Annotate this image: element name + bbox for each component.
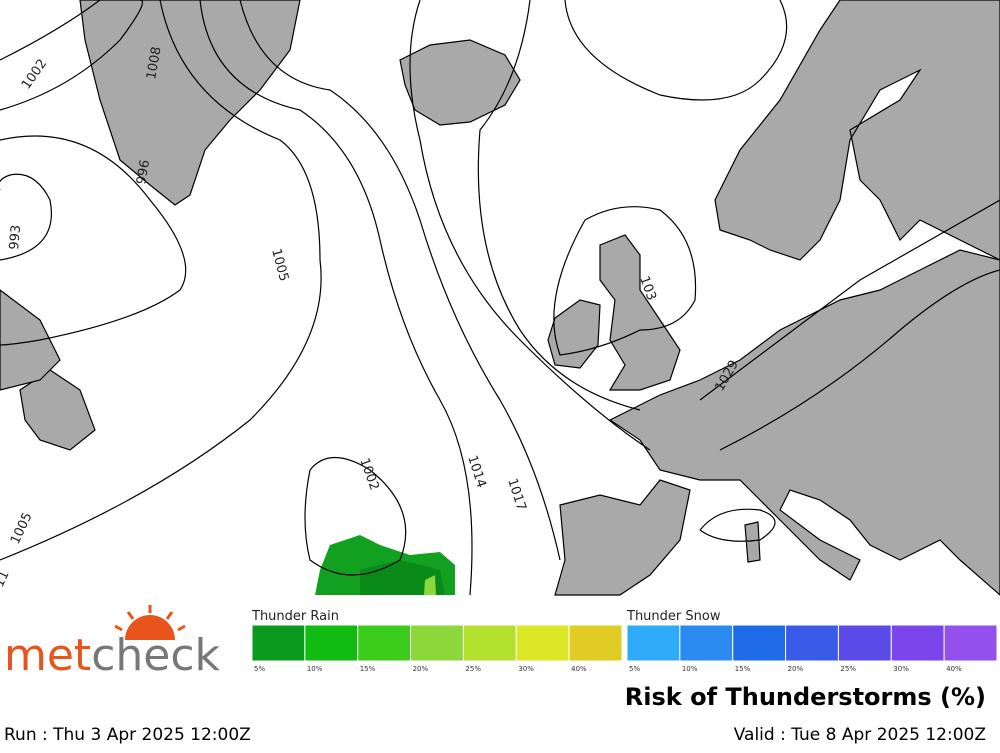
legend-step-label: 15% bbox=[735, 665, 751, 673]
newfoundland bbox=[19, 369, 96, 451]
isobar bbox=[0, 0, 322, 561]
legend-step-label: 5% bbox=[629, 665, 640, 673]
legend-step-label: 5% bbox=[254, 665, 265, 673]
legend-step-label: 15% bbox=[360, 665, 376, 673]
isobar bbox=[239, 0, 561, 561]
legend-step-label: 20% bbox=[788, 665, 804, 673]
scandinavia bbox=[714, 0, 1000, 261]
legend-swatch bbox=[357, 624, 412, 662]
isobar-label: 996 bbox=[134, 159, 153, 186]
isobar bbox=[553, 206, 697, 356]
legend-step-label: 30% bbox=[518, 665, 534, 673]
legend-swatch bbox=[679, 624, 734, 662]
isobar bbox=[564, 0, 788, 101]
ireland bbox=[547, 299, 601, 369]
legend-swatch bbox=[410, 624, 464, 662]
legend-swatch bbox=[251, 624, 306, 662]
logo-met: met bbox=[4, 630, 91, 681]
isobar bbox=[0, 135, 187, 346]
isobar bbox=[199, 0, 473, 596]
legend-step-label: 30% bbox=[893, 665, 909, 673]
iberia bbox=[554, 479, 691, 596]
legend-step-label: 10% bbox=[682, 665, 698, 673]
greenland bbox=[79, 0, 301, 206]
isobar bbox=[0, 0, 101, 61]
isobar bbox=[699, 199, 1000, 401]
europe bbox=[608, 249, 1000, 596]
legend-step-label: 40% bbox=[946, 665, 962, 673]
map: 1002 1008 996 993 1005 1002 1014 1017 10… bbox=[0, 0, 1000, 596]
legend-step-label: 40% bbox=[571, 665, 587, 673]
legend-step-label: 10% bbox=[307, 665, 323, 673]
britain bbox=[599, 234, 681, 391]
isobar bbox=[719, 269, 1000, 451]
legend-scales: 5% 10% 15% 20% 25% 30% 40% 5% 10% 15% 20% 25% 30% 40% bbox=[251, 624, 998, 673]
legend-swatch bbox=[785, 624, 839, 662]
valid-time: Valid : Tue 8 Apr 2025 12:00Z bbox=[734, 725, 986, 745]
legend-swatch bbox=[462, 624, 517, 662]
legend-step-label: 20% bbox=[413, 665, 429, 673]
isobar-label: 1008 bbox=[144, 45, 165, 80]
logo-rays bbox=[114, 605, 186, 632]
isobar bbox=[477, 0, 641, 411]
logo-check: check bbox=[91, 630, 220, 681]
legend-swatch bbox=[626, 624, 681, 662]
legend-step-label: 25% bbox=[465, 665, 481, 673]
italy-islands bbox=[744, 521, 761, 563]
legend-swatch bbox=[568, 624, 623, 662]
isobar-label: 993 bbox=[7, 224, 24, 250]
logo-sun bbox=[125, 615, 175, 640]
isobar bbox=[0, 0, 144, 111]
legend-swatch bbox=[943, 624, 998, 662]
legend-snow-title: Thunder Snow bbox=[626, 609, 721, 624]
thunder-rain-light bbox=[424, 575, 436, 595]
isobar bbox=[0, 173, 52, 261]
logo-text: metcheck bbox=[4, 630, 221, 681]
legend-title: Risk of Thunderstorms (%) bbox=[625, 683, 986, 711]
legend-swatch bbox=[890, 624, 945, 662]
logo: metcheck bbox=[4, 605, 221, 681]
legend-swatch bbox=[515, 624, 570, 662]
legend-swatch bbox=[837, 624, 892, 662]
iceland bbox=[399, 39, 521, 126]
isobar bbox=[409, 0, 651, 451]
legend-rain-title: Thunder Rain bbox=[251, 609, 339, 624]
isobar bbox=[304, 457, 407, 576]
labrador bbox=[0, 289, 61, 391]
isobar bbox=[699, 508, 776, 542]
legend-swatch bbox=[732, 624, 787, 662]
legend-step-label: 25% bbox=[840, 665, 856, 673]
run-time: Run : Thu 3 Apr 2025 12:00Z bbox=[4, 725, 251, 745]
legend-swatch bbox=[304, 624, 359, 662]
